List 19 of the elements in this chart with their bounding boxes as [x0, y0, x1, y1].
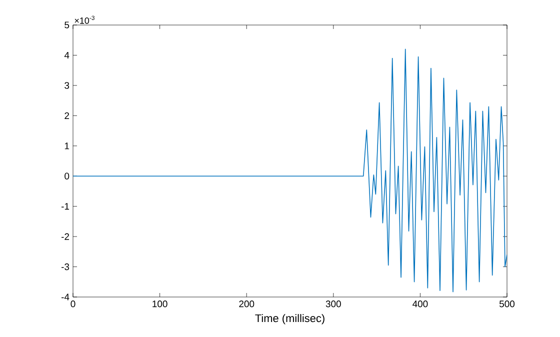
y-tick-label: 2	[64, 112, 70, 119]
y-tick-label: 3	[64, 82, 70, 89]
y-tick-label: 1	[64, 142, 70, 150]
y-tick-label: -4	[61, 294, 70, 300]
x-tick-label: 0	[70, 300, 76, 308]
text: ×10$^{-3}$	[74, 16, 94, 24]
x-axis-title: Time (millisec)	[255, 314, 324, 324]
y-tick-label: 4	[64, 52, 70, 58]
y-tick-label: 5	[64, 22, 70, 28]
x-tick-label: 100	[152, 300, 168, 308]
x-tick-label: 500	[499, 300, 515, 308]
y-tick-label: -3	[61, 263, 70, 270]
x-tick-label: 200	[239, 300, 254, 308]
y-tick-label: -2	[61, 233, 70, 240]
line-series	[73, 48, 508, 292]
x-tick-label: 300	[326, 300, 341, 308]
y-tick-label: -1	[61, 203, 70, 210]
y-tick-label: 0	[64, 172, 70, 180]
x-tick-label: 400	[412, 300, 428, 308]
